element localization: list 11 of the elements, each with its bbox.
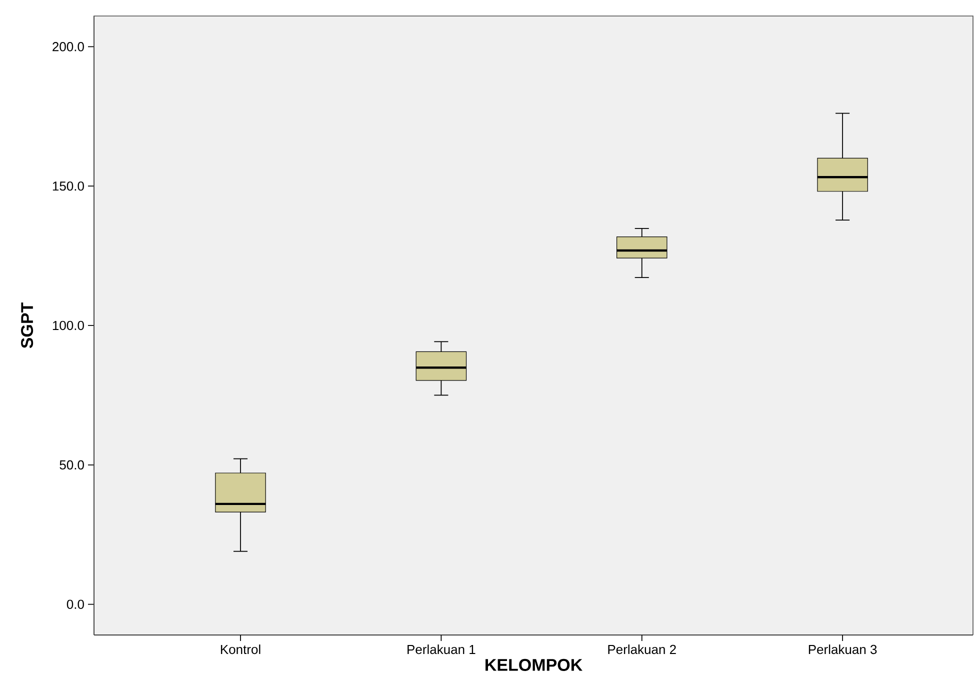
y-axis-title: SGPT bbox=[21, 302, 34, 348]
x-tick-label: Perlakuan 2 bbox=[608, 644, 676, 654]
x-axis-title: KELOMPOK bbox=[486, 658, 582, 671]
x-tick-label: Perlakuan 3 bbox=[808, 644, 877, 654]
x-tick-label: Kontrol bbox=[220, 644, 260, 654]
y-tick-label: 200.0 bbox=[52, 42, 84, 52]
x-tick-label: Perlakuan 1 bbox=[408, 644, 476, 654]
y-tick-label: 0.0 bbox=[66, 600, 84, 609]
y-tick-label: 50.0 bbox=[60, 460, 84, 470]
y-tick-label: 100.0 bbox=[52, 320, 84, 330]
y-tick-label: 150.0 bbox=[52, 181, 84, 191]
